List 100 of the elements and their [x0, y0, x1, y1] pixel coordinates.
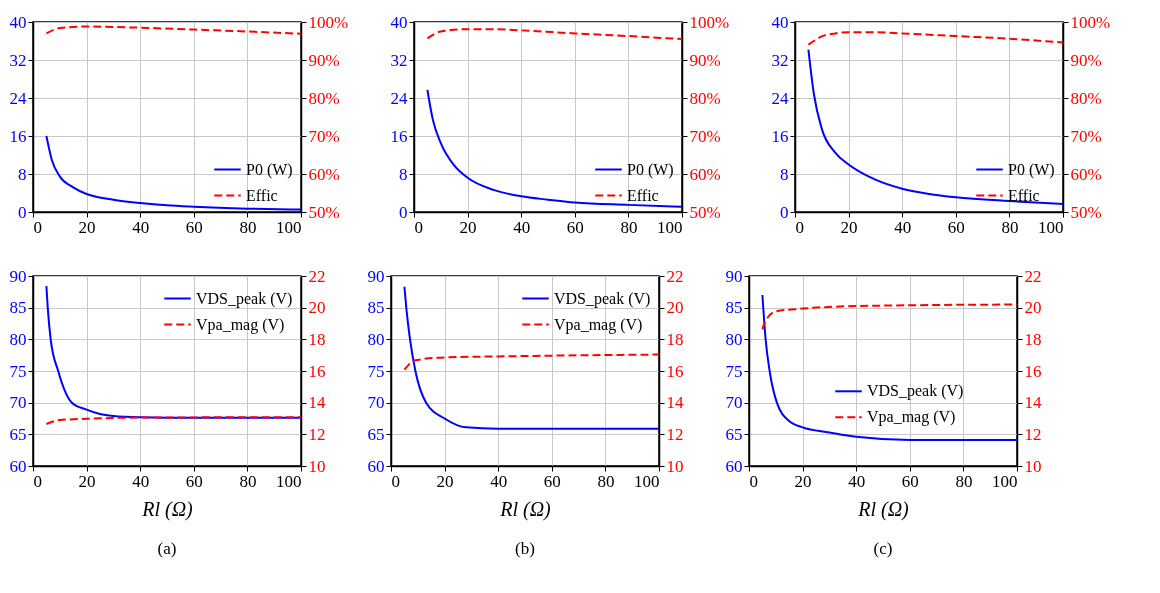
y2-tick-label: 20 — [1024, 298, 1042, 318]
y-tick-label: 8 — [780, 164, 789, 184]
x-tick-label: 20 — [78, 217, 96, 237]
x-tick-label: 80 — [620, 217, 638, 237]
y-tick-label: 32 — [771, 50, 789, 70]
x-tick-label: 0 — [749, 471, 758, 491]
y2-tick-label: 60% — [1070, 164, 1102, 184]
y2-tick-label: 22 — [1024, 266, 1042, 286]
y-tick-label: 0 — [18, 202, 27, 222]
x-tick-label: 100 — [992, 471, 1018, 491]
y2-tick-label: 70% — [689, 126, 721, 146]
y2-tick-label: 10 — [308, 456, 326, 476]
x-tick-label: 20 — [436, 471, 454, 491]
y2-tick-label: 70% — [1070, 126, 1102, 146]
x-tick-label: 40 — [490, 471, 508, 491]
y2-tick-label: 12 — [1024, 424, 1042, 444]
y2-tick-label: 14 — [666, 393, 684, 413]
y2-tick-label: 80% — [1070, 88, 1102, 108]
legend-label: Effic — [627, 186, 659, 204]
y2-tick-label: 16 — [308, 361, 326, 381]
y2-tick-label: 18 — [666, 329, 684, 349]
line-series — [45, 416, 301, 426]
x-tick-label: 0 — [795, 217, 804, 237]
y-tick-label: 65 — [9, 424, 27, 444]
text: (b) — [515, 539, 535, 558]
legend-label: Vpa_mag (V) — [867, 408, 956, 427]
y2-tick-label: 20 — [308, 298, 326, 318]
legend-label: P0 (W) — [246, 160, 293, 179]
y-tick-label: 85 — [9, 298, 27, 318]
y2-tick-label: 12 — [308, 424, 326, 444]
x-tick-label: 80 — [1001, 217, 1019, 237]
x-axis-title: Rl (Ω) — [499, 497, 552, 521]
legend-label: VDS_peak (V) — [867, 382, 964, 401]
x-tick-label: 40 — [132, 217, 150, 237]
line-series — [807, 31, 1063, 46]
y-tick-label: 75 — [725, 361, 743, 381]
x-tick-label: 0 — [33, 471, 42, 491]
y-tick-label: 80 — [367, 329, 385, 349]
x-tick-label: 100 — [1038, 217, 1064, 237]
y2-tick-label: 10 — [666, 456, 684, 476]
y2-tick-label: 20 — [666, 298, 684, 318]
x-tick-label: 80 — [597, 471, 615, 491]
y-tick-label: 65 — [725, 424, 743, 444]
legend-label: Vpa_mag (V) — [196, 315, 285, 334]
x-tick-label: 100 — [657, 217, 683, 237]
y2-tick-label: 90% — [689, 50, 721, 70]
y-tick-label: 70 — [9, 393, 27, 413]
y2-tick-label: 70% — [308, 126, 340, 146]
x-tick-label: 0 — [414, 217, 423, 237]
line-series — [45, 285, 301, 419]
y-tick-label: 40 — [771, 12, 789, 32]
y2-tick-label: 12 — [666, 424, 684, 444]
y-tick-label: 32 — [390, 50, 408, 70]
x-tick-label: 80 — [239, 217, 257, 237]
y2-tick-label: 18 — [308, 329, 326, 349]
x-axis-title: Rl (Ω) — [141, 497, 194, 521]
y-tick-label: 90 — [9, 266, 27, 286]
line-series — [403, 285, 659, 430]
y-tick-label: 65 — [367, 424, 385, 444]
y-tick-label: 90 — [725, 266, 743, 286]
y-tick-label: 24 — [390, 88, 408, 108]
y2-tick-label: 22 — [308, 266, 326, 286]
y-tick-label: 40 — [9, 12, 27, 32]
y-tick-label: 90 — [367, 266, 385, 286]
y2-tick-label: 90% — [1070, 50, 1102, 70]
y-tick-label: 8 — [399, 164, 408, 184]
x-tick-label: 20 — [840, 217, 858, 237]
x-tick-label: 20 — [78, 471, 96, 491]
legend-label: VDS_peak (V) — [196, 289, 293, 308]
y2-tick-label: 50% — [1070, 202, 1102, 222]
y-tick-label: 80 — [725, 329, 743, 349]
y2-tick-label: 14 — [1024, 393, 1042, 413]
y-tick-label: 40 — [390, 12, 408, 32]
legend-label: VDS_peak (V) — [554, 289, 651, 308]
y-tick-label: 70 — [367, 393, 385, 413]
y2-tick-label: 10 — [1024, 456, 1042, 476]
line-series — [807, 48, 1063, 205]
line-series — [426, 28, 682, 41]
y2-tick-label: 100% — [308, 12, 349, 32]
legend-label: Effic — [1008, 186, 1040, 204]
text: (a) — [157, 539, 177, 558]
x-tick-label: 40 — [132, 471, 150, 491]
y-tick-label: 85 — [725, 298, 743, 318]
x-tick-label: 80 — [955, 471, 973, 491]
y2-tick-label: 60% — [308, 164, 340, 184]
y2-tick-label: 80% — [689, 88, 721, 108]
x-axis-title: Rl (Ω) — [857, 497, 910, 521]
y-tick-label: 85 — [367, 298, 385, 318]
y-tick-label: 24 — [771, 88, 789, 108]
y-tick-label: 16 — [9, 126, 27, 146]
legend-label: P0 (W) — [627, 160, 674, 179]
y-tick-label: 24 — [9, 88, 27, 108]
y2-tick-label: 18 — [1024, 329, 1042, 349]
x-tick-label: 40 — [848, 471, 866, 491]
line-series — [45, 25, 301, 35]
y-tick-label: 70 — [725, 393, 743, 413]
x-tick-label: 60 — [566, 217, 584, 237]
y-tick-label: 0 — [399, 202, 408, 222]
y-tick-label: 0 — [780, 202, 789, 222]
legend-label: P0 (W) — [1008, 160, 1055, 179]
